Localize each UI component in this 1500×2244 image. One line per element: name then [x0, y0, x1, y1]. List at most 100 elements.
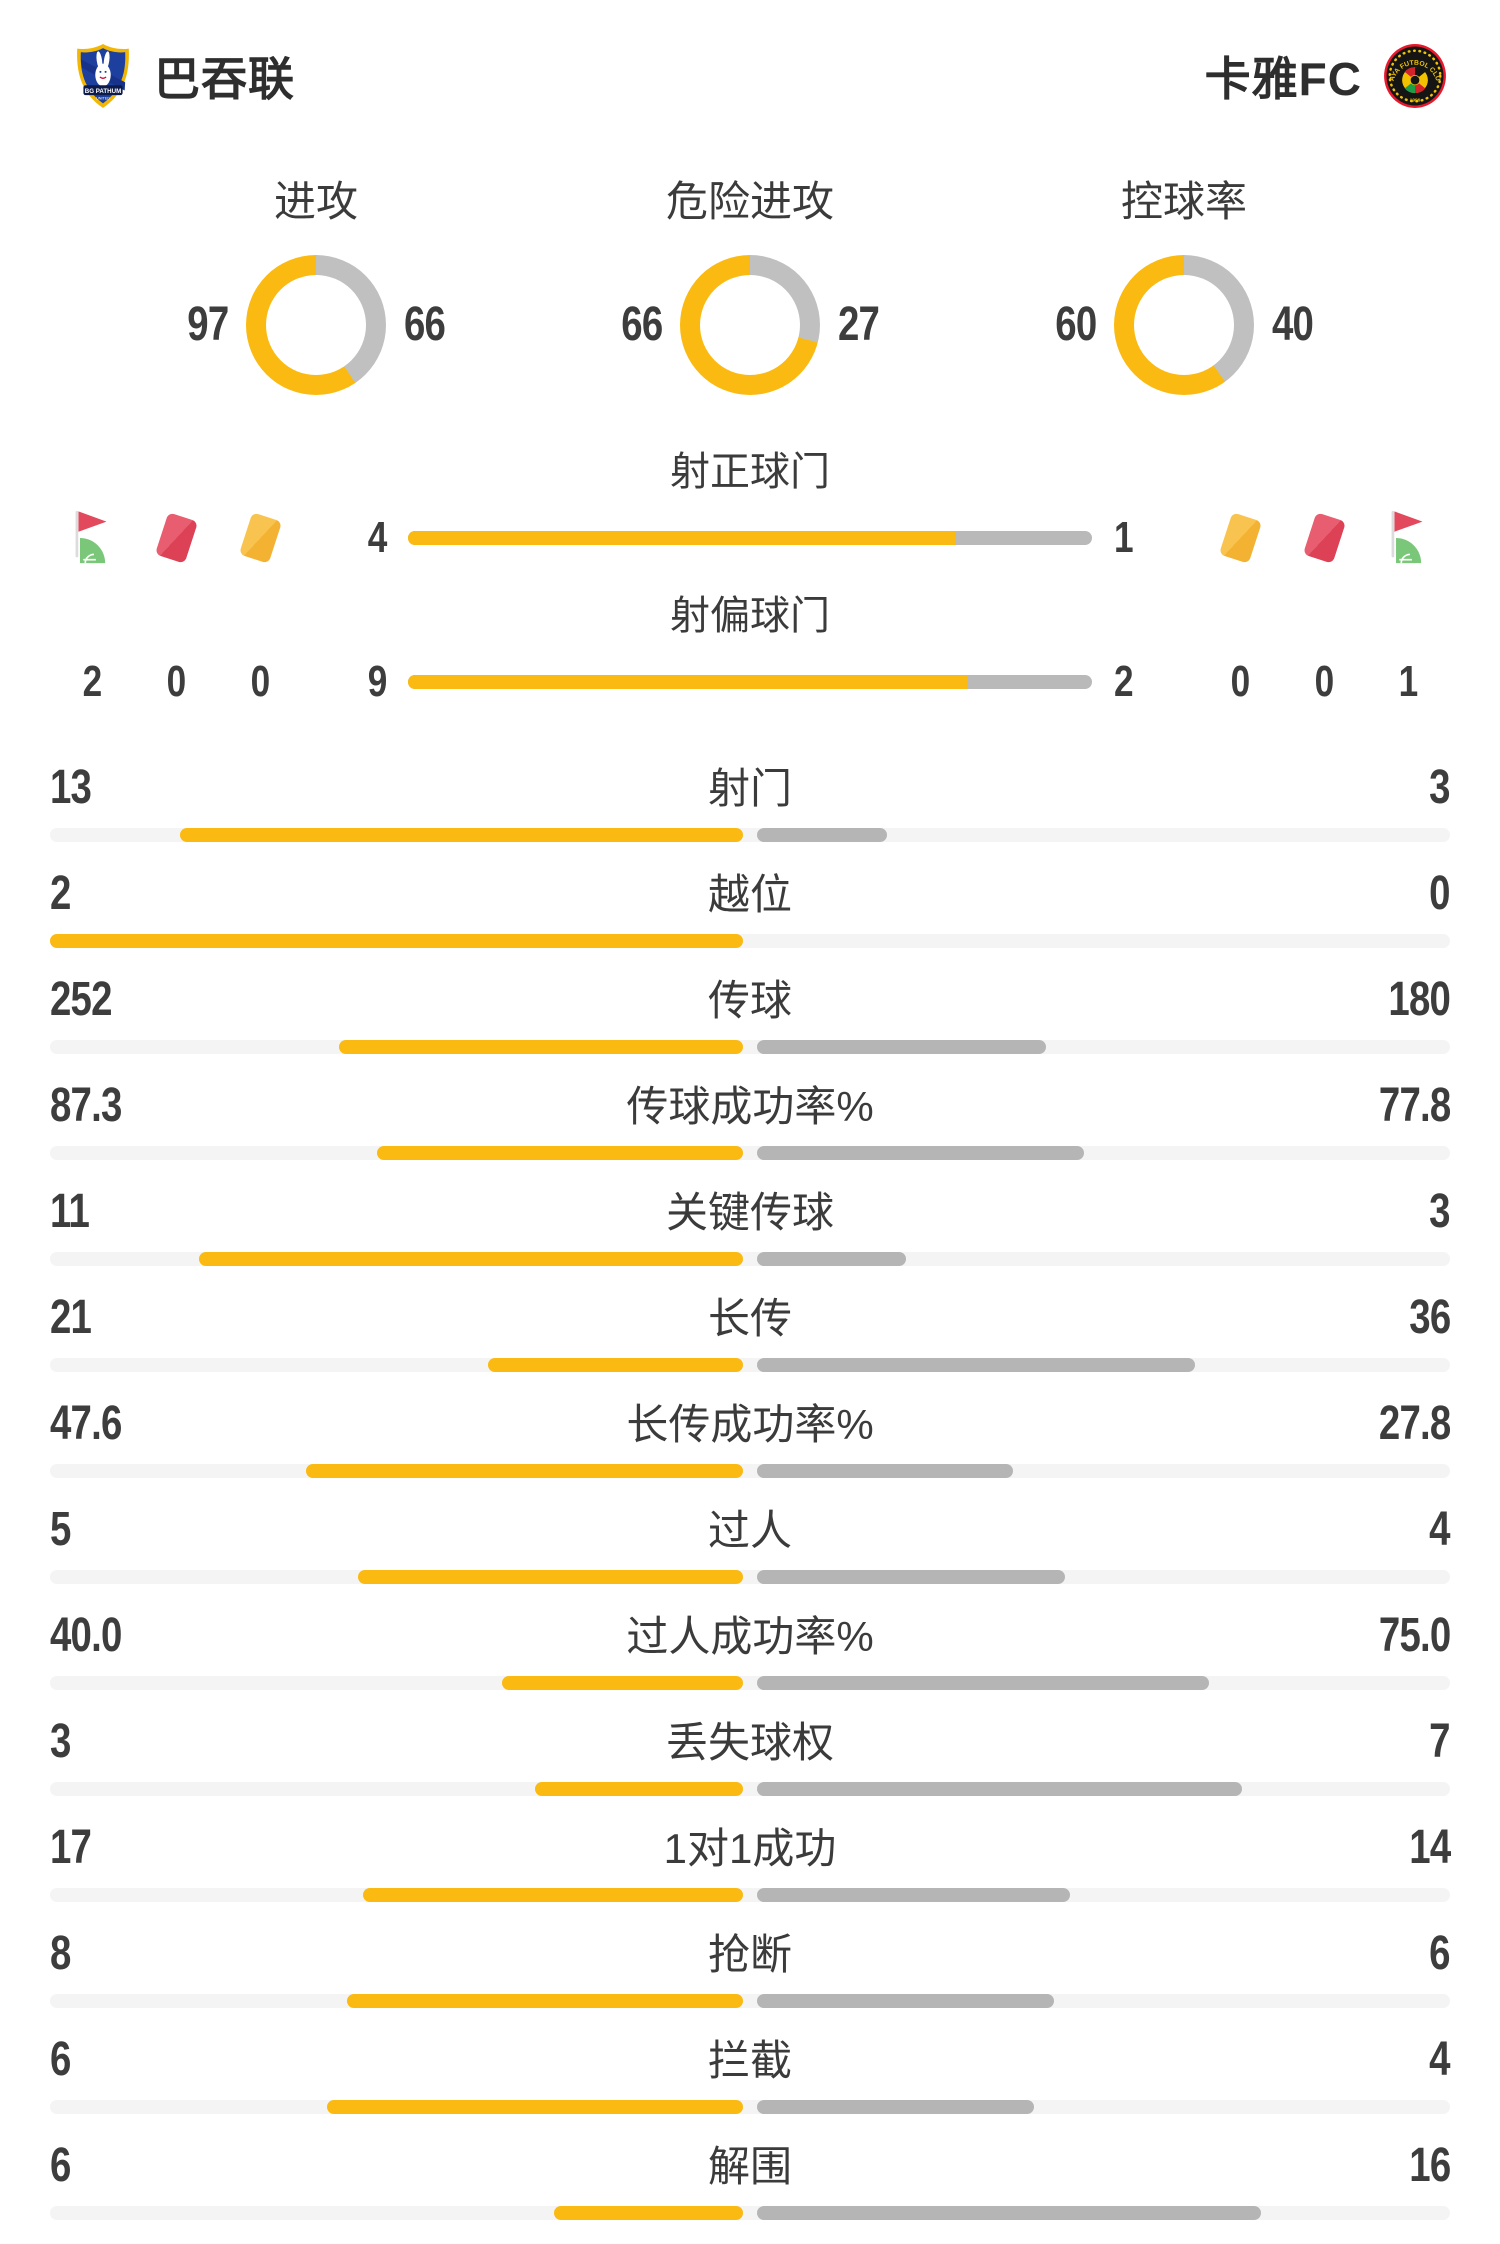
- donut-home-value: 60: [1054, 298, 1097, 351]
- home-red-card-cell: [134, 503, 218, 573]
- stat-row: 87.3 传球成功率% 77.8: [50, 1079, 1451, 1160]
- shots-on-target-home-value: 4: [367, 513, 387, 562]
- away-red-card-cell: [1282, 503, 1366, 573]
- stat-bar-away: [757, 1040, 1046, 1054]
- stat-bar-track: [50, 1570, 1450, 1584]
- donut-stat: 危险进攻 66 27: [564, 168, 936, 395]
- stat-away-value: 3: [1429, 761, 1450, 814]
- stat-bar-home: [376, 1146, 743, 1160]
- stat-bar-home: [198, 1252, 743, 1266]
- stat-bar-home: [179, 828, 743, 842]
- stat-home-value: 17: [50, 1821, 92, 1874]
- stat-away-value: 77.8: [1378, 1079, 1450, 1132]
- home-discipline-counts: 2 0 0: [50, 647, 302, 717]
- donut-stat-label: 控球率: [1120, 178, 1247, 225]
- stat-bar-away: [757, 1358, 1195, 1372]
- stat-bar-away: [757, 1464, 1013, 1478]
- stat-home-value: 40.0: [50, 1609, 122, 1662]
- shots-off-target-title: 射偏球门: [670, 594, 830, 638]
- donut-stat-label: 危险进攻: [665, 178, 834, 225]
- stat-bar-home: [50, 934, 743, 948]
- stat-bar-home: [362, 1888, 743, 1902]
- stat-bar-track: [50, 1358, 1450, 1372]
- stat-bar-away: [757, 1146, 1084, 1160]
- stat-bar-away: [757, 1252, 906, 1266]
- stat-away-value: 75.0: [1378, 1609, 1450, 1662]
- stat-label: 拦截: [707, 2037, 792, 2084]
- stat-label: 过人成功率%: [626, 1613, 874, 1660]
- stat-away-value: 16: [1408, 2139, 1451, 2192]
- away-corner-flag-cell: [1366, 503, 1450, 573]
- stat-bar-home: [305, 1464, 743, 1478]
- stat-row: 47.6 长传成功率% 27.8: [50, 1399, 1451, 1478]
- home-team-logo: BG PATHUM UNITED: [77, 44, 129, 108]
- home-corners-count: 2: [82, 657, 103, 706]
- stat-bar-track: [50, 1040, 1450, 1054]
- stat-bar-home: [327, 2100, 743, 2114]
- home-corner-flag-cell: [50, 503, 134, 573]
- donut-section: 进攻 97 66 危险进攻 66 27 控球率 60 40: [0, 168, 1500, 395]
- stat-bar-home: [554, 2206, 743, 2220]
- away-team[interactable]: 卡雅FC KAYA FUTBOL CLUB 1996: [1205, 42, 1448, 110]
- stat-bar-home: [487, 1358, 743, 1372]
- shots-on-target-title: 射正球门: [670, 450, 830, 494]
- shots-off-target-away-value: 2: [1114, 657, 1134, 706]
- yellow-card-icon: [1218, 512, 1262, 564]
- stat-away-value: 4: [1429, 2033, 1450, 2086]
- stat-away-value: 4: [1429, 1503, 1450, 1556]
- donut-away-value: 66: [404, 298, 446, 351]
- stat-row: 21 长传 36: [50, 1291, 1451, 1372]
- stat-row: 5 过人 4: [50, 1503, 1451, 1584]
- donut-hole: [700, 275, 800, 375]
- stat-bar-home: [357, 1570, 743, 1584]
- donut-hole: [1134, 275, 1234, 375]
- stat-bar-away: [757, 1570, 1065, 1584]
- stat-label: 过人: [707, 1507, 792, 1554]
- svg-text:1996: 1996: [1410, 97, 1421, 103]
- stat-home-value: 3: [50, 1715, 71, 1768]
- stat-home-value: 21: [50, 1291, 92, 1344]
- donut-home-value: 97: [186, 298, 229, 351]
- stats-section: 13 射门 3 2 越位 0 252 传球 180: [0, 763, 1500, 2220]
- red-card-icon: [1302, 512, 1346, 564]
- stat-bar-track: [50, 1888, 1450, 1902]
- stat-bar-track: [50, 1676, 1450, 1690]
- home-team[interactable]: BG PATHUM UNITED 巴吞联: [72, 43, 295, 109]
- home-team-name: 巴吞联: [154, 53, 295, 105]
- donut-away-value: 40: [1272, 298, 1314, 351]
- stat-label: 关键传球: [665, 1189, 834, 1236]
- stat-label: 长传成功率%: [626, 1401, 874, 1448]
- stat-home-value: 2: [50, 867, 71, 920]
- donut-chart: [680, 255, 820, 395]
- stat-away-value: 36: [1408, 1291, 1451, 1344]
- donut-stat: 控球率 60 40: [998, 168, 1370, 395]
- home-yellow-card-cell: [218, 503, 302, 573]
- away-yellow-cards-count: 0: [1230, 657, 1251, 706]
- stat-bar-track: [50, 1464, 1450, 1478]
- away-corners-count: 1: [1398, 657, 1419, 706]
- stat-away-value: 14: [1408, 1821, 1451, 1874]
- stat-row: 6 拦截 4: [50, 2033, 1451, 2114]
- stat-home-value: 5: [50, 1503, 71, 1556]
- stat-home-value: 6: [50, 2139, 71, 2192]
- stat-away-value: 6: [1429, 1927, 1450, 1980]
- stat-home-value: 87.3: [50, 1079, 122, 1132]
- yellow-card-icon: [238, 512, 282, 564]
- away-red-cards-count: 0: [1314, 657, 1335, 706]
- shots-on-target-away-value: 1: [1114, 513, 1134, 562]
- stat-label: 丢失球权: [665, 1719, 834, 1766]
- stat-label: 越位: [707, 871, 792, 918]
- stat-label: 传球成功率%: [626, 1083, 874, 1130]
- stat-bar-track: [50, 1994, 1450, 2008]
- donut-home-value: 66: [620, 298, 663, 351]
- stat-home-value: 11: [50, 1185, 90, 1238]
- stat-bar-track: [50, 828, 1450, 842]
- stat-bar-track: [50, 1782, 1450, 1796]
- away-team-name: 卡雅FC: [1204, 53, 1362, 105]
- stat-home-value: 252: [50, 973, 112, 1026]
- stat-home-value: 6: [50, 2033, 71, 2086]
- shots-on-target-row: 4 1: [0, 503, 1500, 573]
- shots-off-target-bar-home: [408, 675, 968, 689]
- corner-flag-icon: [75, 510, 107, 564]
- shots-off-target-bar: [408, 675, 1092, 689]
